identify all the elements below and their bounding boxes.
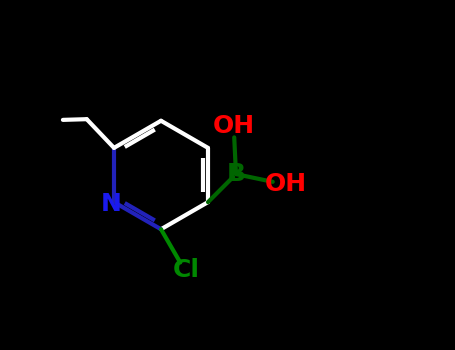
Text: OH: OH <box>265 172 307 196</box>
Text: N: N <box>101 192 121 216</box>
Text: OH: OH <box>213 114 255 138</box>
Text: Cl: Cl <box>173 258 200 282</box>
Text: B: B <box>227 162 246 186</box>
